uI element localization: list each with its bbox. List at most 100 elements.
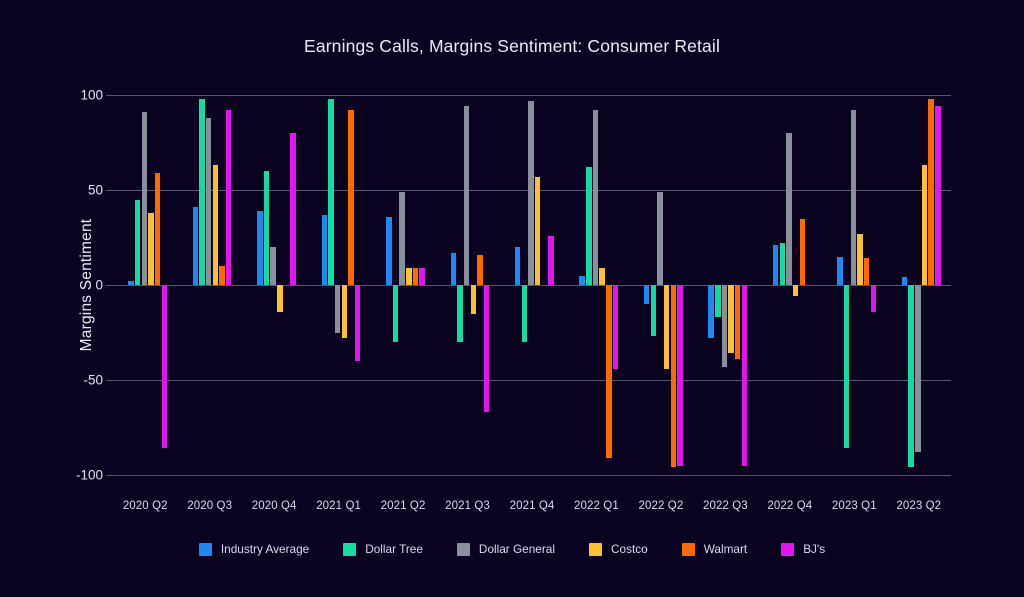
- bar[interactable]: [850, 110, 857, 285]
- bar[interactable]: [670, 285, 677, 468]
- bar[interactable]: [579, 275, 585, 285]
- bar[interactable]: [354, 285, 361, 361]
- legend-item[interactable]: Industry Average: [198, 542, 310, 556]
- bar[interactable]: [399, 191, 405, 285]
- bar[interactable]: [341, 285, 348, 339]
- gridline: [113, 475, 951, 476]
- bar[interactable]: [328, 98, 334, 285]
- bar[interactable]: [483, 285, 490, 413]
- bar[interactable]: [515, 247, 521, 285]
- bar[interactable]: [548, 235, 554, 285]
- bar[interactable]: [870, 285, 877, 312]
- bar[interactable]: [606, 285, 612, 458]
- bar-group: [708, 95, 748, 475]
- bar[interactable]: [348, 110, 354, 285]
- bar[interactable]: [521, 285, 528, 342]
- x-tick-label: 2021 Q4: [509, 500, 555, 512]
- bar[interactable]: [663, 285, 670, 369]
- bar[interactable]: [772, 245, 779, 285]
- bar[interactable]: [148, 212, 154, 285]
- bar[interactable]: [612, 285, 619, 369]
- bar[interactable]: [141, 112, 147, 285]
- bar[interactable]: [843, 285, 850, 449]
- bar[interactable]: [457, 285, 463, 342]
- legend-item[interactable]: Dollar General: [456, 542, 555, 556]
- legend-item[interactable]: BJ's: [781, 542, 825, 556]
- bar[interactable]: [534, 176, 541, 285]
- bar[interactable]: [192, 207, 199, 285]
- bar[interactable]: [128, 281, 134, 285]
- bar[interactable]: [915, 285, 921, 453]
- legend-label: Industry Average: [220, 542, 310, 556]
- bar[interactable]: [657, 191, 663, 285]
- bar[interactable]: [257, 210, 263, 285]
- bar-group: [386, 95, 426, 475]
- bar[interactable]: [677, 285, 683, 466]
- bar[interactable]: [837, 256, 843, 285]
- bar[interactable]: [263, 171, 270, 285]
- bar[interactable]: [334, 285, 341, 333]
- bar[interactable]: [792, 285, 799, 297]
- bar[interactable]: [935, 106, 941, 285]
- bar[interactable]: [721, 285, 728, 367]
- bar[interactable]: [419, 267, 425, 285]
- bar[interactable]: [290, 133, 296, 285]
- bar[interactable]: [134, 199, 141, 285]
- bar[interactable]: [643, 285, 650, 304]
- bar[interactable]: [199, 98, 205, 285]
- bar[interactable]: [412, 267, 419, 285]
- bar[interactable]: [206, 117, 212, 285]
- bar[interactable]: [650, 285, 657, 337]
- bar[interactable]: [728, 285, 734, 354]
- bar[interactable]: [735, 285, 741, 360]
- bar[interactable]: [477, 254, 483, 285]
- x-tick-label: 2020 Q2: [122, 500, 168, 512]
- bar[interactable]: [226, 110, 232, 285]
- legend-label: Dollar Tree: [365, 542, 423, 556]
- bar[interactable]: [212, 165, 219, 285]
- bar[interactable]: [599, 267, 605, 285]
- bar[interactable]: [586, 167, 592, 285]
- legend-item[interactable]: Costco: [588, 542, 648, 556]
- gridline: [113, 285, 951, 286]
- bar[interactable]: [406, 267, 412, 285]
- bar[interactable]: [392, 285, 399, 342]
- legend-swatch-icon: [681, 542, 695, 556]
- bar[interactable]: [901, 277, 908, 285]
- bar[interactable]: [161, 285, 167, 449]
- bar[interactable]: [277, 285, 283, 312]
- bar[interactable]: [928, 98, 934, 285]
- bar[interactable]: [908, 285, 914, 468]
- bar[interactable]: [463, 106, 470, 285]
- bar[interactable]: [715, 285, 721, 318]
- bar[interactable]: [470, 285, 476, 314]
- legend-item[interactable]: Walmart: [681, 542, 747, 556]
- bar[interactable]: [154, 172, 161, 285]
- plot-area: [113, 95, 951, 476]
- bar[interactable]: [741, 285, 748, 466]
- bar[interactable]: [863, 258, 870, 285]
- x-tick-label: 2021 Q2: [380, 500, 426, 512]
- legend-swatch-icon: [781, 542, 795, 556]
- bar-group: [901, 95, 942, 475]
- bar[interactable]: [799, 218, 805, 285]
- x-tick-label: 2020 Q4: [251, 500, 297, 512]
- bar[interactable]: [921, 165, 928, 285]
- bar[interactable]: [321, 214, 328, 285]
- bar[interactable]: [270, 247, 276, 285]
- x-tick-label: 2022 Q2: [638, 500, 684, 512]
- x-tick-label: 2022 Q4: [767, 500, 813, 512]
- bar[interactable]: [857, 233, 863, 285]
- bar[interactable]: [708, 285, 714, 339]
- legend-label: BJ's: [803, 542, 826, 556]
- y-tick-label: 50: [87, 182, 103, 198]
- bar[interactable]: [528, 100, 534, 285]
- legend-item[interactable]: Dollar Tree: [343, 542, 423, 556]
- legend-swatch-icon: [198, 542, 212, 556]
- bar[interactable]: [450, 252, 456, 285]
- bar[interactable]: [779, 243, 785, 285]
- bar[interactable]: [786, 133, 792, 285]
- bar[interactable]: [592, 110, 599, 285]
- bar[interactable]: [219, 266, 225, 285]
- bar[interactable]: [386, 216, 392, 285]
